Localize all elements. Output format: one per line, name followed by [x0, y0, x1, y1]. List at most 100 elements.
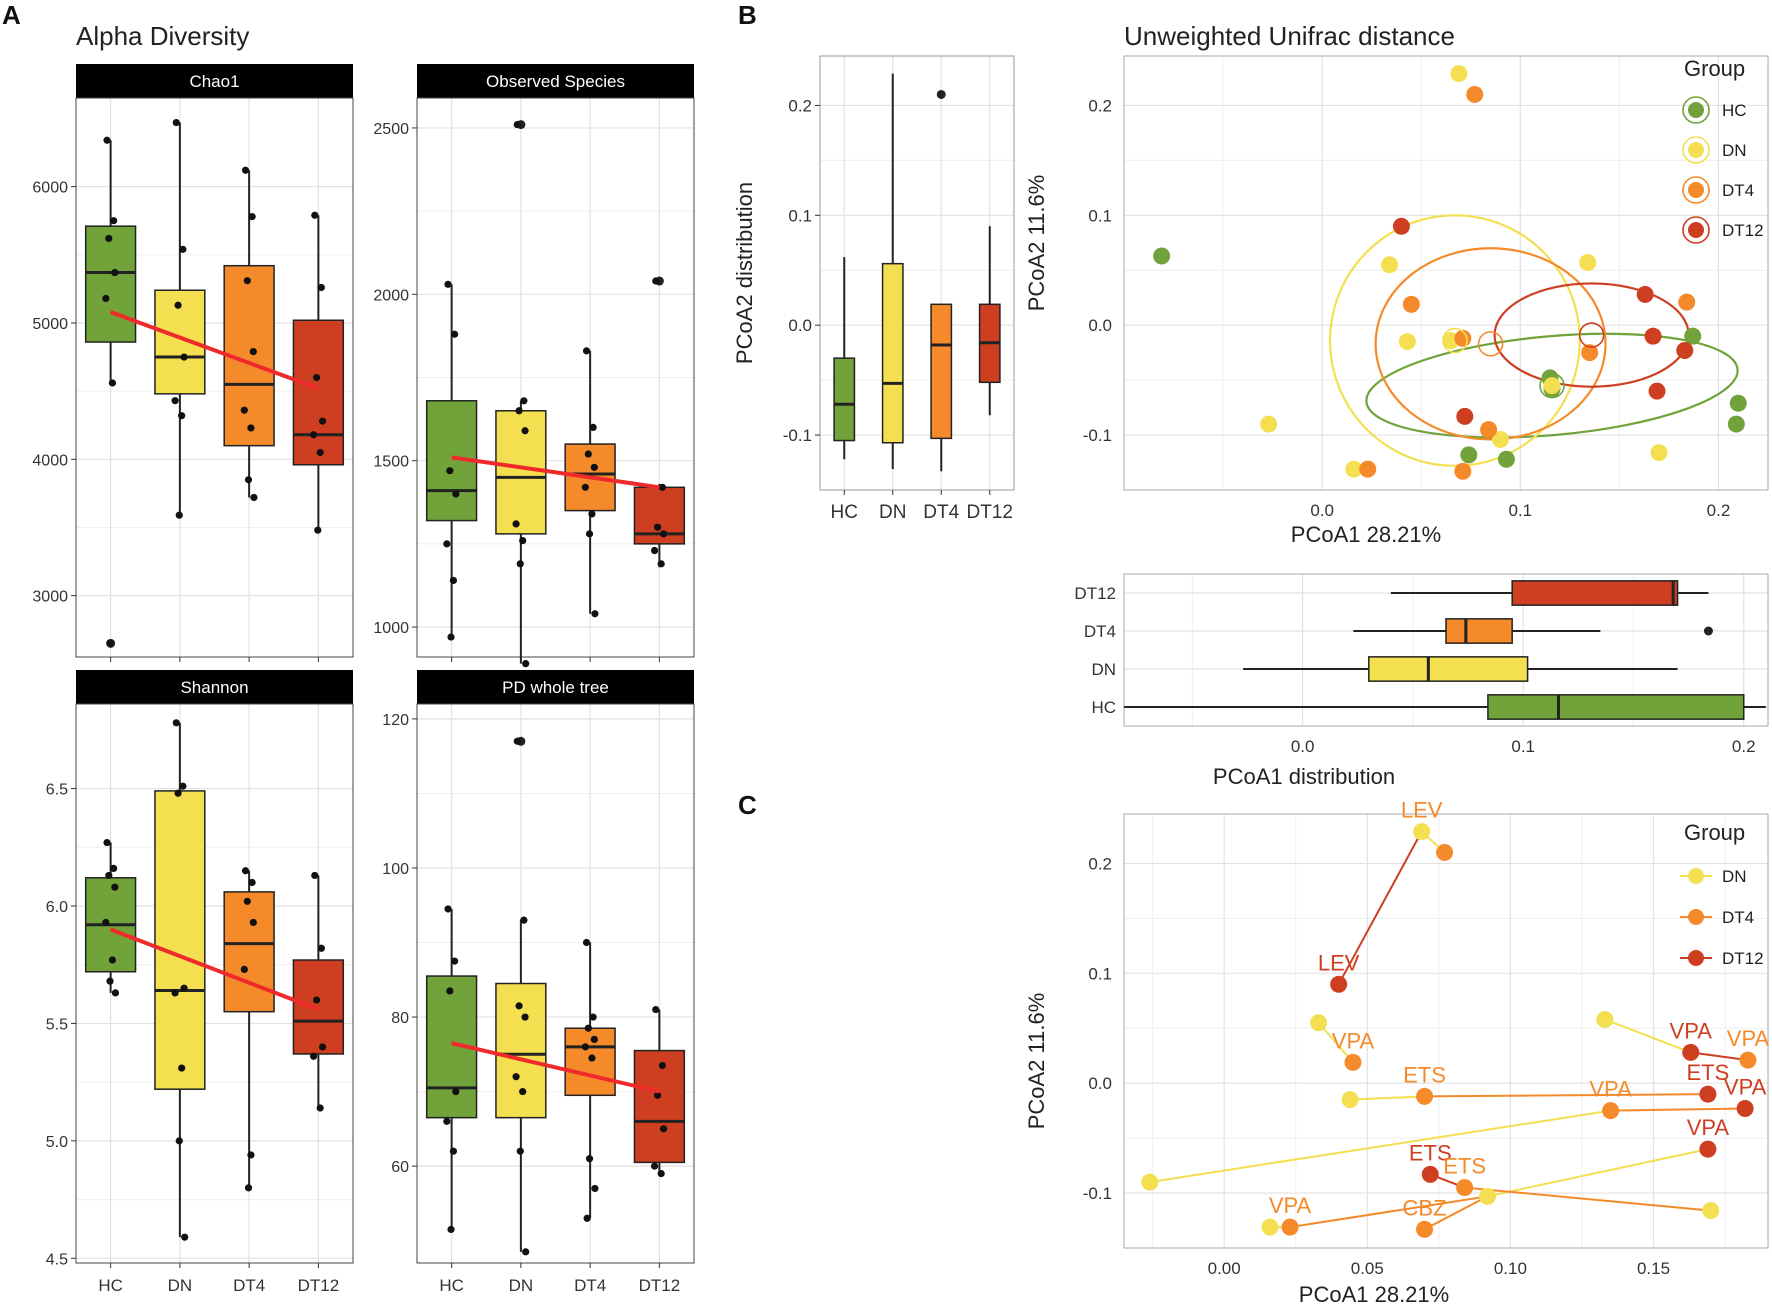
point-DT4 — [1739, 1051, 1757, 1069]
x-tick-label: 0.1 — [1508, 501, 1532, 520]
legend-key-ring — [1682, 176, 1710, 204]
data-point — [250, 493, 258, 502]
drug-label: ETS — [1409, 1140, 1452, 1165]
y-tick-label: 0.0 — [1088, 316, 1112, 335]
data-point — [102, 294, 110, 303]
y-tick-label: 6.5 — [46, 782, 68, 799]
point-DT12 — [1699, 1140, 1717, 1158]
point-DN — [1381, 256, 1399, 274]
data-point — [513, 121, 521, 129]
point-DN — [1450, 65, 1468, 83]
data-point — [588, 1054, 596, 1062]
data-point — [180, 353, 188, 361]
y-tick-label: 5000 — [32, 316, 68, 333]
plot-frame — [819, 55, 1015, 491]
x-tick-label: 0.0 — [1291, 737, 1315, 756]
data-point — [314, 526, 322, 534]
data-point — [318, 1043, 327, 1051]
data-point — [588, 510, 596, 518]
data-point — [317, 944, 325, 952]
x-tick-label: DT4 — [233, 1276, 265, 1295]
facet-title: Shannon — [180, 678, 248, 697]
point-DT4 — [1466, 85, 1484, 103]
x-tick-label: HC — [98, 1276, 123, 1295]
data-point — [171, 397, 179, 405]
data-point — [311, 211, 319, 219]
trend-line — [109, 927, 320, 1012]
data-point — [311, 871, 319, 880]
data-point — [179, 245, 187, 253]
point-DN — [1702, 1202, 1720, 1220]
centroid-DT12 — [1578, 322, 1605, 348]
plot-frame — [416, 97, 695, 658]
drug-label: ETS — [1403, 1062, 1446, 1087]
y-tick-label: 5.0 — [46, 1134, 68, 1151]
legend-key-ring — [1682, 136, 1710, 164]
boxplot-pcoa1-distribution: DT12 DT4 DN HC 0.0 0.1 0.2 PCoA1 distribution — [1074, 573, 1769, 789]
data-point — [582, 938, 591, 947]
data-point — [111, 268, 119, 277]
point-DT12 — [1682, 1043, 1700, 1061]
data-point — [103, 136, 111, 144]
data-point — [243, 277, 251, 285]
data-point — [658, 483, 666, 491]
data-point — [591, 610, 599, 618]
data-point — [515, 407, 523, 415]
point-HC — [1684, 327, 1702, 345]
data-point — [652, 1005, 660, 1014]
trend-line — [109, 310, 320, 391]
x-tick-label: 0.05 — [1351, 1259, 1384, 1278]
legend-label: DT12 — [1722, 949, 1764, 968]
ellipse-HC — [1365, 332, 1739, 439]
box-DT12 — [633, 1049, 686, 1164]
y-tick-label: 120 — [382, 712, 409, 729]
point-DN — [1141, 1173, 1159, 1191]
data-point — [179, 782, 187, 790]
y-tick-label: DT12 — [1074, 584, 1116, 603]
drug-label: VPA — [1670, 1018, 1713, 1043]
data-point — [178, 1064, 186, 1072]
data-point — [444, 280, 452, 288]
y-tick-label: 0.0 — [788, 316, 812, 335]
y-tick-label: 2000 — [373, 287, 409, 304]
ellipse-DN — [1328, 214, 1581, 467]
plot-frame — [75, 703, 354, 1264]
data-point — [174, 789, 182, 797]
data-point — [244, 476, 253, 484]
data-point — [102, 918, 110, 927]
legend-c: Group DN DT4 DT12 — [1680, 820, 1764, 968]
box-DT4 — [1445, 618, 1513, 644]
point-HC — [1727, 415, 1745, 433]
legend-label: DT4 — [1722, 181, 1754, 200]
data-point — [658, 1061, 666, 1070]
point-HC — [1729, 394, 1747, 412]
data-point — [309, 1052, 318, 1060]
point-HC — [1497, 450, 1515, 468]
data-point — [589, 423, 597, 432]
point-DN — [1310, 1014, 1328, 1032]
outlier-point — [936, 89, 946, 99]
box-DN — [881, 262, 904, 444]
y-tick-label: 80 — [391, 1010, 409, 1027]
y-tick-label: -0.1 — [1083, 1184, 1112, 1203]
point-DN — [1341, 1091, 1359, 1109]
y-tick-label: DN — [1091, 660, 1116, 679]
boxplot-chao1: Chao13000400050006000HCDNDT4DT12 — [32, 64, 354, 689]
legend-key-DT12 — [1688, 950, 1704, 966]
y-axis-title: PCoA2 distribution — [732, 182, 757, 364]
data-point — [172, 719, 180, 727]
drug-label: VPA — [1589, 1077, 1632, 1102]
x-tick-label: 0.0 — [1310, 501, 1334, 520]
y-tick-label: 1500 — [373, 454, 409, 471]
panel-a-label: A — [2, 0, 21, 30]
data-point — [317, 283, 325, 292]
outlier-point — [1703, 626, 1713, 636]
facet-title: Observed Species — [486, 72, 625, 91]
centroid-HC — [1539, 372, 1565, 399]
data-point — [249, 918, 257, 927]
drug-label: VPA — [1332, 1028, 1375, 1053]
point-DN — [1413, 823, 1431, 841]
point-DT12 — [1676, 341, 1694, 359]
data-point — [512, 1073, 520, 1081]
